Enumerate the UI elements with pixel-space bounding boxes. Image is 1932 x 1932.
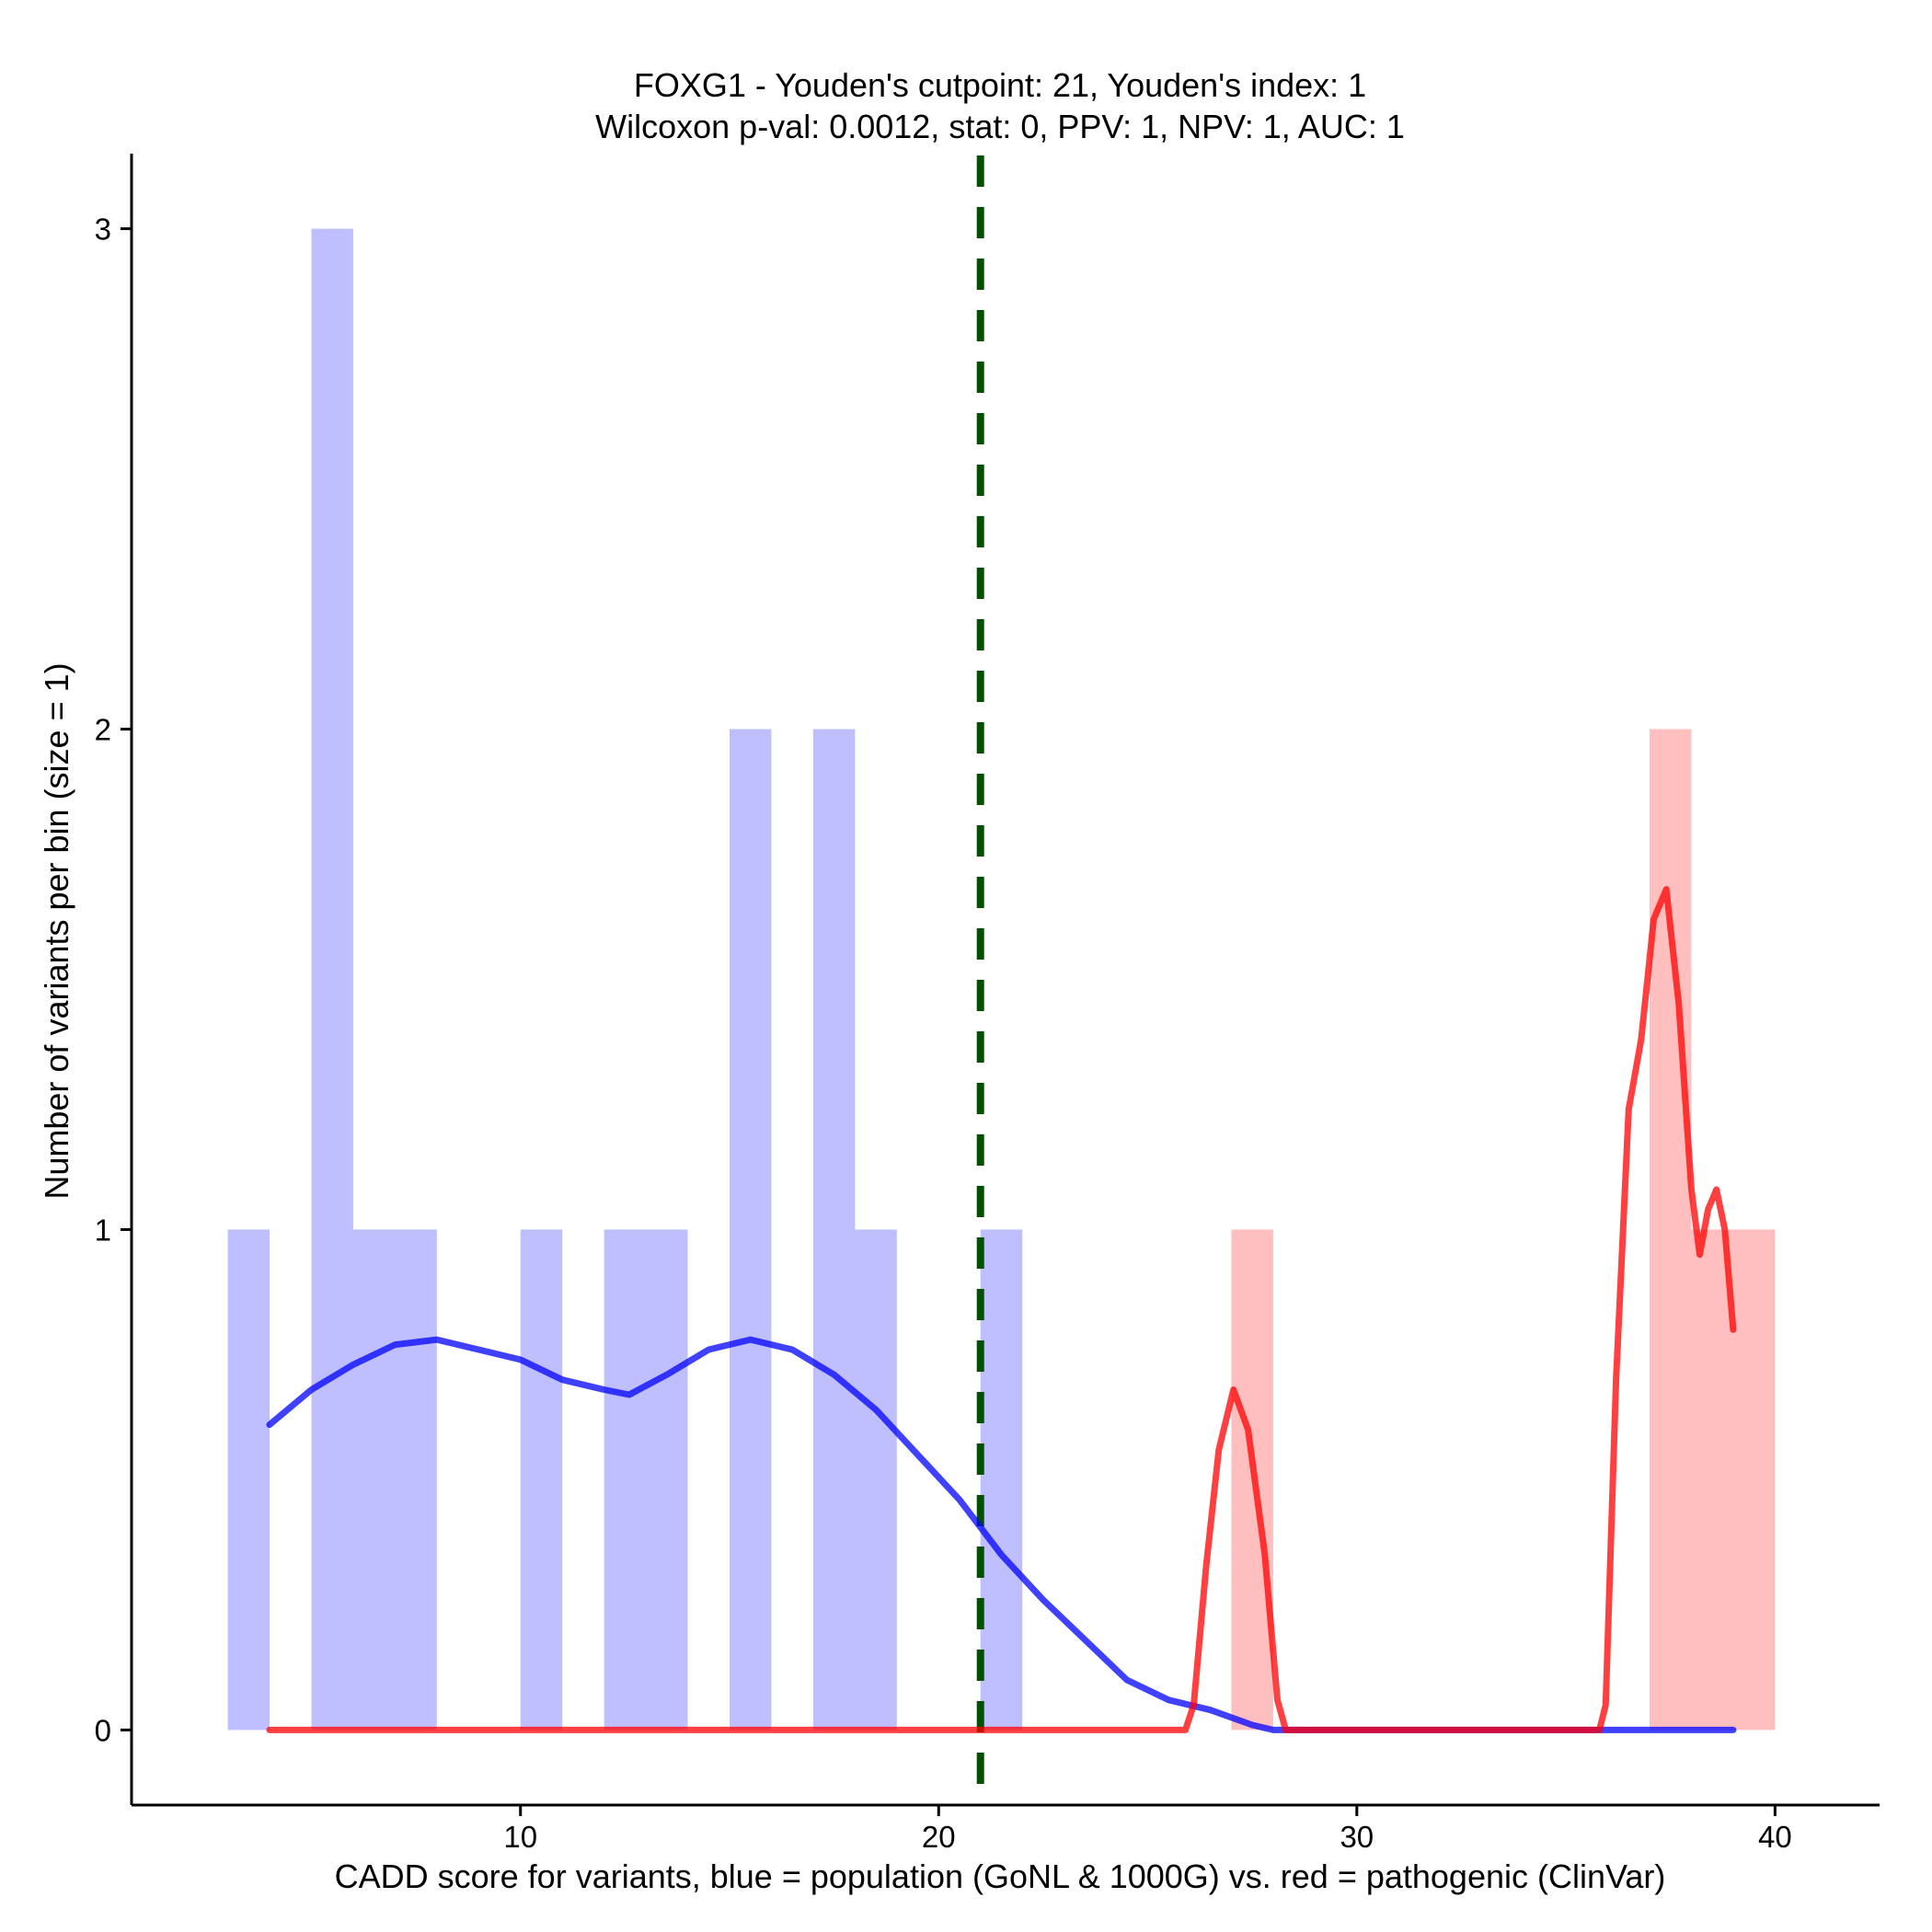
population-bar-0 (227, 1229, 270, 1731)
pathogenic-bar-2 (1691, 1229, 1733, 1731)
x-axis-label: CADD score for variants, blue = populati… (335, 1857, 1666, 1895)
population-bar-3 (395, 1229, 437, 1731)
population-bar-10 (980, 1229, 1023, 1731)
population-bar-2 (352, 1229, 396, 1731)
x-tick-label-30: 30 (1340, 1820, 1374, 1854)
pathogenic-bar-1 (1650, 729, 1692, 1731)
y-axis-label: Number of variants per bin (size = 1) (38, 662, 75, 1199)
axes: 10 20 30 40 0 1 2 3 (95, 154, 1880, 1854)
x-tick-label-20: 20 (922, 1820, 956, 1854)
x-tick-label-40: 40 (1758, 1820, 1792, 1854)
y-axis-ticks: 0 1 2 3 (95, 213, 132, 1747)
x-axis-ticks: 10 20 30 40 (503, 1805, 1792, 1854)
y-tick-label-0: 0 (95, 1713, 111, 1747)
population-bar-9 (855, 1229, 897, 1731)
pathogenic-density-line (266, 886, 1737, 1733)
population-bar-5 (604, 1229, 647, 1731)
density-curves (266, 886, 1737, 1733)
population-density-line (266, 1336, 1737, 1733)
pathogenic-bar-3 (1732, 1229, 1776, 1731)
x-tick-label-10: 10 (503, 1820, 537, 1854)
population-bar-6 (646, 1229, 688, 1731)
chart-title: FOXG1 - Youden's cutpoint: 21, Youden's … (634, 66, 1366, 104)
y-tick-label-2: 2 (95, 713, 111, 747)
population-bar-7 (730, 729, 772, 1731)
y-tick-label-3: 3 (95, 213, 111, 247)
chart-subtitle: Wilcoxon p-val: 0.0012, stat: 0, PPV: 1,… (595, 108, 1405, 145)
histogram-bars (227, 228, 1776, 1731)
population-bar-8 (812, 729, 856, 1731)
y-tick-label-1: 1 (95, 1213, 111, 1247)
population-bar-4 (520, 1229, 563, 1731)
population-bar-1 (311, 228, 353, 1731)
